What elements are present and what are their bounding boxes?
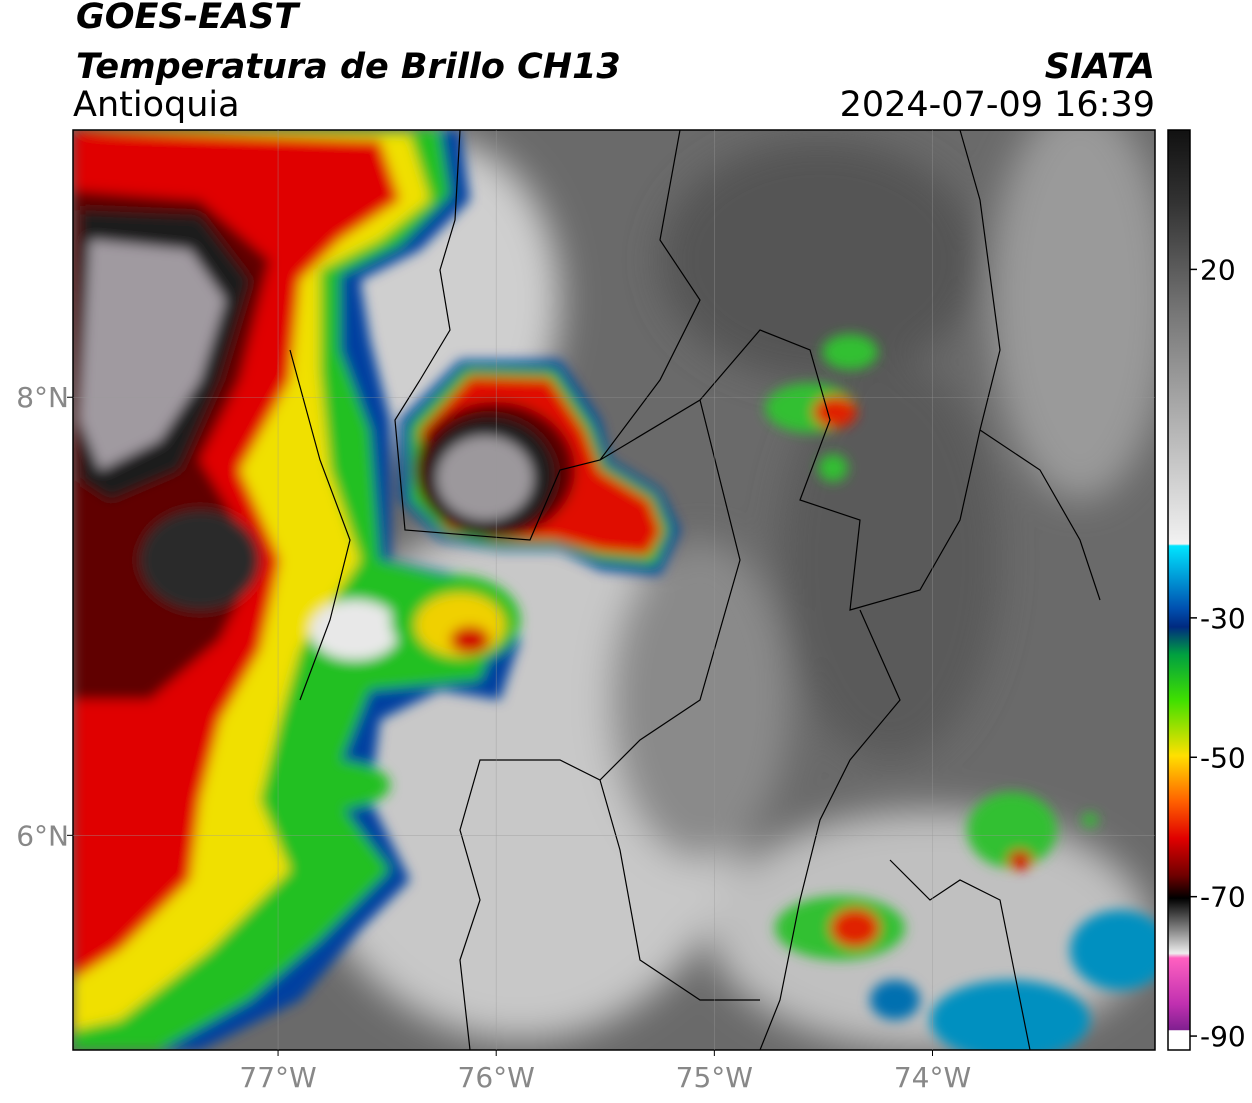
source: SIATA [1045,47,1155,87]
colorbar-tick-label: 20 [1200,253,1236,286]
colorbar-tick-label: -90 [1200,1020,1246,1053]
product: Temperatura de Brillo CH13 [76,47,621,87]
lon-tick-label: 76°W [458,1061,535,1094]
colorbar-tick-label: -30 [1200,602,1246,635]
colorbar-tick-label: -50 [1200,741,1246,774]
lon-tick-label: 77°W [239,1061,316,1094]
region: Antioquia [73,85,240,125]
lat-tick-label: 6°N [16,819,69,852]
datetime: 2024-07-09 16:39 [840,85,1155,125]
map-frame [72,129,1156,1051]
satellite: GOES-EAST [76,0,301,37]
lat-tick-label: 8°N [16,381,69,414]
colorbar-tick-label: -70 [1200,881,1246,914]
colorbar [1167,129,1191,1051]
imagery [73,130,1155,1050]
boundaries [289,130,1101,1050]
lon-tick-label: 75°W [676,1061,753,1094]
lon-tick-label: 74°W [894,1061,971,1094]
